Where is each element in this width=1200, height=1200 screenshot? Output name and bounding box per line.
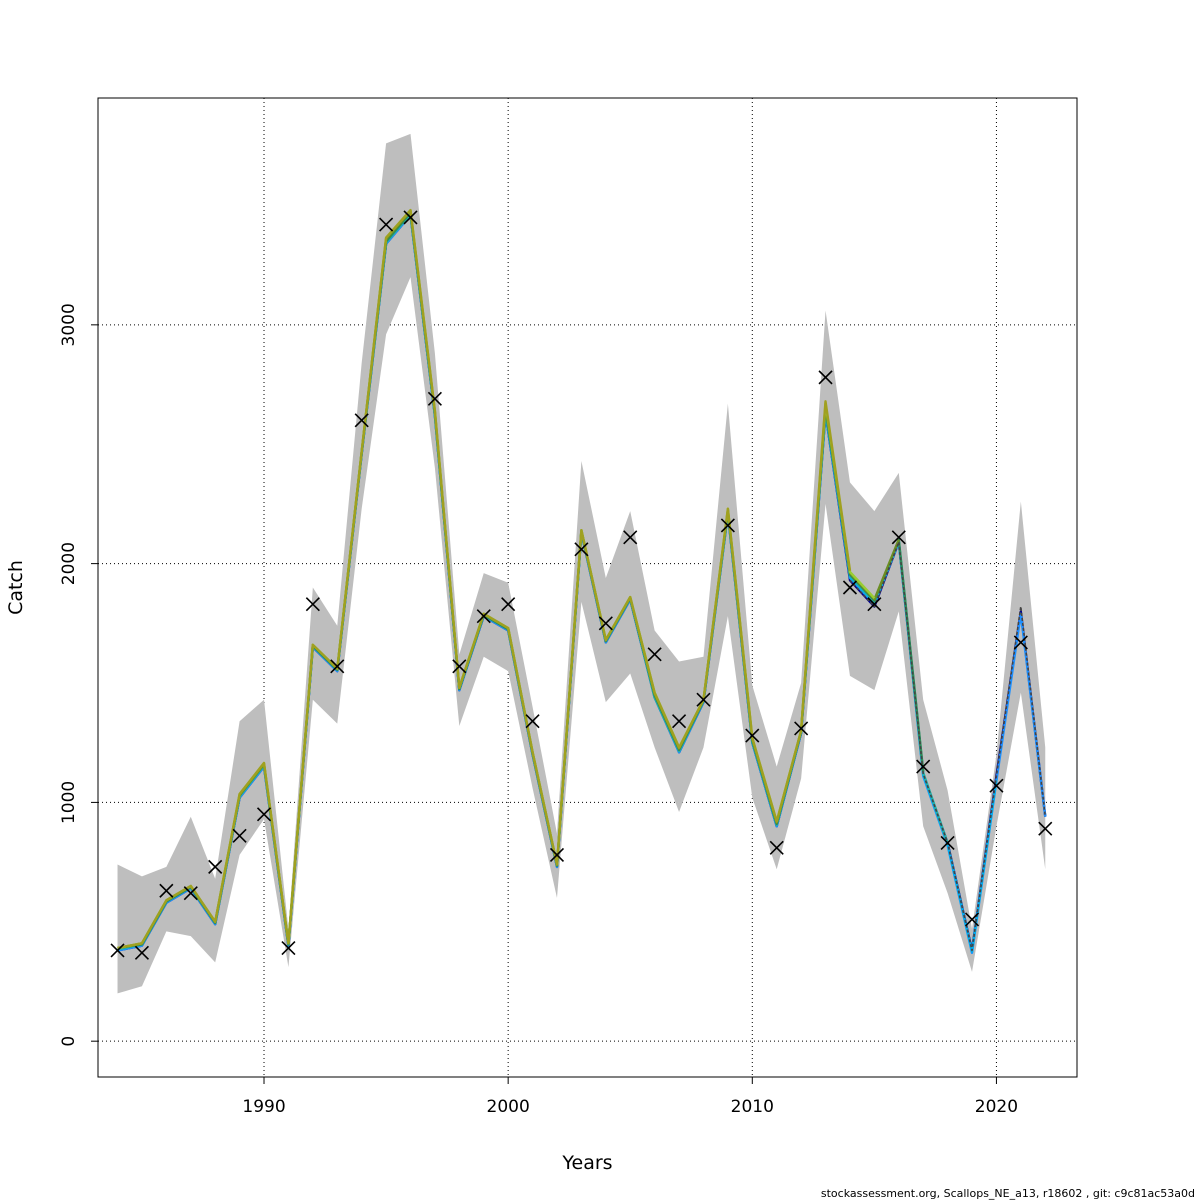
observation-cross-stroke bbox=[574, 542, 589, 557]
observation-cross-stroke bbox=[110, 943, 125, 958]
observation-point bbox=[574, 542, 589, 557]
observation-point bbox=[452, 659, 467, 674]
observation-cross-stroke bbox=[354, 413, 369, 428]
observation-point bbox=[427, 391, 442, 406]
observation-point bbox=[549, 847, 565, 862]
observation-point bbox=[281, 940, 296, 956]
observation-cross-stroke bbox=[452, 659, 467, 674]
observation-cross-stroke bbox=[720, 518, 735, 533]
observation-point bbox=[232, 828, 247, 843]
confidence-band bbox=[117, 133, 1046, 994]
observation-cross-stroke bbox=[842, 580, 858, 595]
observation-point bbox=[403, 210, 418, 225]
x-axis: 1990 2000 2010 2020 bbox=[242, 1077, 1018, 1117]
y-tick-label: 3000 bbox=[59, 303, 79, 346]
observation-point bbox=[134, 945, 150, 960]
observation-cross-stroke bbox=[671, 714, 687, 729]
observation-point bbox=[1038, 821, 1053, 836]
observation-cross-stroke bbox=[134, 945, 150, 960]
observation-point bbox=[916, 759, 931, 774]
observation-markers bbox=[110, 210, 1053, 960]
x-tick-label: 2010 bbox=[731, 1097, 774, 1117]
observation-point bbox=[354, 413, 369, 428]
x-tick-label: 2000 bbox=[487, 1097, 530, 1117]
confidence-band-area bbox=[117, 133, 1046, 994]
observation-cross-stroke bbox=[427, 391, 442, 406]
observation-point bbox=[769, 840, 784, 855]
estimate-lines bbox=[117, 209, 1047, 954]
observation-point bbox=[842, 580, 858, 595]
observation-point bbox=[1013, 635, 1028, 650]
observation-point bbox=[818, 370, 833, 385]
x-tick-label: 2020 bbox=[975, 1097, 1018, 1117]
observation-cross-stroke bbox=[305, 597, 320, 612]
observation-point bbox=[476, 609, 491, 624]
observation-point bbox=[330, 659, 345, 674]
observation-point bbox=[183, 886, 198, 901]
observation-point bbox=[891, 530, 906, 545]
observation-cross-stroke bbox=[964, 912, 980, 927]
observation-cross-stroke bbox=[379, 217, 394, 232]
observation-point bbox=[964, 912, 980, 927]
observation-point bbox=[989, 778, 1004, 793]
observation-point bbox=[720, 518, 735, 533]
observation-cross-stroke bbox=[940, 835, 955, 851]
observation-cross-stroke bbox=[696, 692, 711, 707]
observation-cross-stroke bbox=[403, 210, 418, 225]
observation-cross-stroke bbox=[769, 840, 784, 855]
observation-cross-stroke bbox=[525, 714, 540, 729]
observation-cross-stroke bbox=[891, 530, 906, 545]
observation-cross-stroke bbox=[476, 609, 491, 624]
observation-cross-stroke bbox=[598, 616, 613, 631]
observation-cross-stroke bbox=[623, 530, 638, 545]
observation-point bbox=[623, 530, 638, 545]
x-tick-label: 1990 bbox=[242, 1097, 285, 1117]
observation-point bbox=[794, 721, 809, 736]
observation-point bbox=[208, 859, 223, 874]
observation-cross-stroke bbox=[647, 647, 662, 662]
observation-point bbox=[647, 647, 662, 662]
observation-cross-stroke bbox=[745, 728, 760, 743]
observation-point bbox=[940, 835, 955, 851]
observation-cross-stroke bbox=[330, 659, 345, 674]
footer-credit: stockassessment.org, Scallops_NE_a13, r1… bbox=[821, 1187, 1195, 1200]
observation-cross-stroke bbox=[549, 847, 565, 862]
observation-cross-stroke bbox=[916, 759, 931, 774]
observation-cross-stroke bbox=[867, 597, 882, 612]
observation-cross-stroke bbox=[1038, 821, 1053, 836]
observation-point bbox=[867, 597, 882, 612]
observation-point bbox=[671, 714, 687, 729]
observation-cross-stroke bbox=[183, 886, 198, 901]
observation-cross-stroke bbox=[281, 940, 296, 956]
observation-point bbox=[598, 616, 613, 631]
y-tick-label: 1000 bbox=[59, 781, 79, 824]
observation-cross-stroke bbox=[256, 807, 272, 822]
observation-point bbox=[305, 597, 320, 612]
plot-frame bbox=[97, 97, 1078, 1078]
observation-cross-stroke bbox=[159, 883, 174, 898]
observation-point bbox=[525, 714, 540, 729]
observation-cross-stroke bbox=[232, 828, 247, 843]
observation-point bbox=[696, 692, 711, 707]
y-tick-label: 0 bbox=[59, 1036, 79, 1047]
observation-point bbox=[745, 728, 760, 743]
observation-point bbox=[110, 943, 125, 958]
observation-point bbox=[159, 883, 174, 898]
y-axis-title: Catch bbox=[5, 560, 27, 615]
observation-cross-stroke bbox=[1013, 635, 1028, 650]
observation-cross-stroke bbox=[794, 721, 809, 736]
observation-cross-stroke bbox=[818, 370, 833, 385]
y-axis: 0 1000 2000 3000 bbox=[59, 303, 98, 1047]
observation-point bbox=[379, 217, 394, 232]
series-line-8 bbox=[117, 209, 852, 950]
y-tick-label: 2000 bbox=[59, 542, 79, 585]
observation-cross-stroke bbox=[989, 778, 1004, 793]
observation-cross-stroke bbox=[208, 859, 223, 874]
x-axis-title: Years bbox=[561, 1152, 612, 1174]
observation-cross-stroke bbox=[501, 597, 516, 612]
observation-point bbox=[256, 807, 272, 822]
observation-point bbox=[501, 597, 516, 612]
